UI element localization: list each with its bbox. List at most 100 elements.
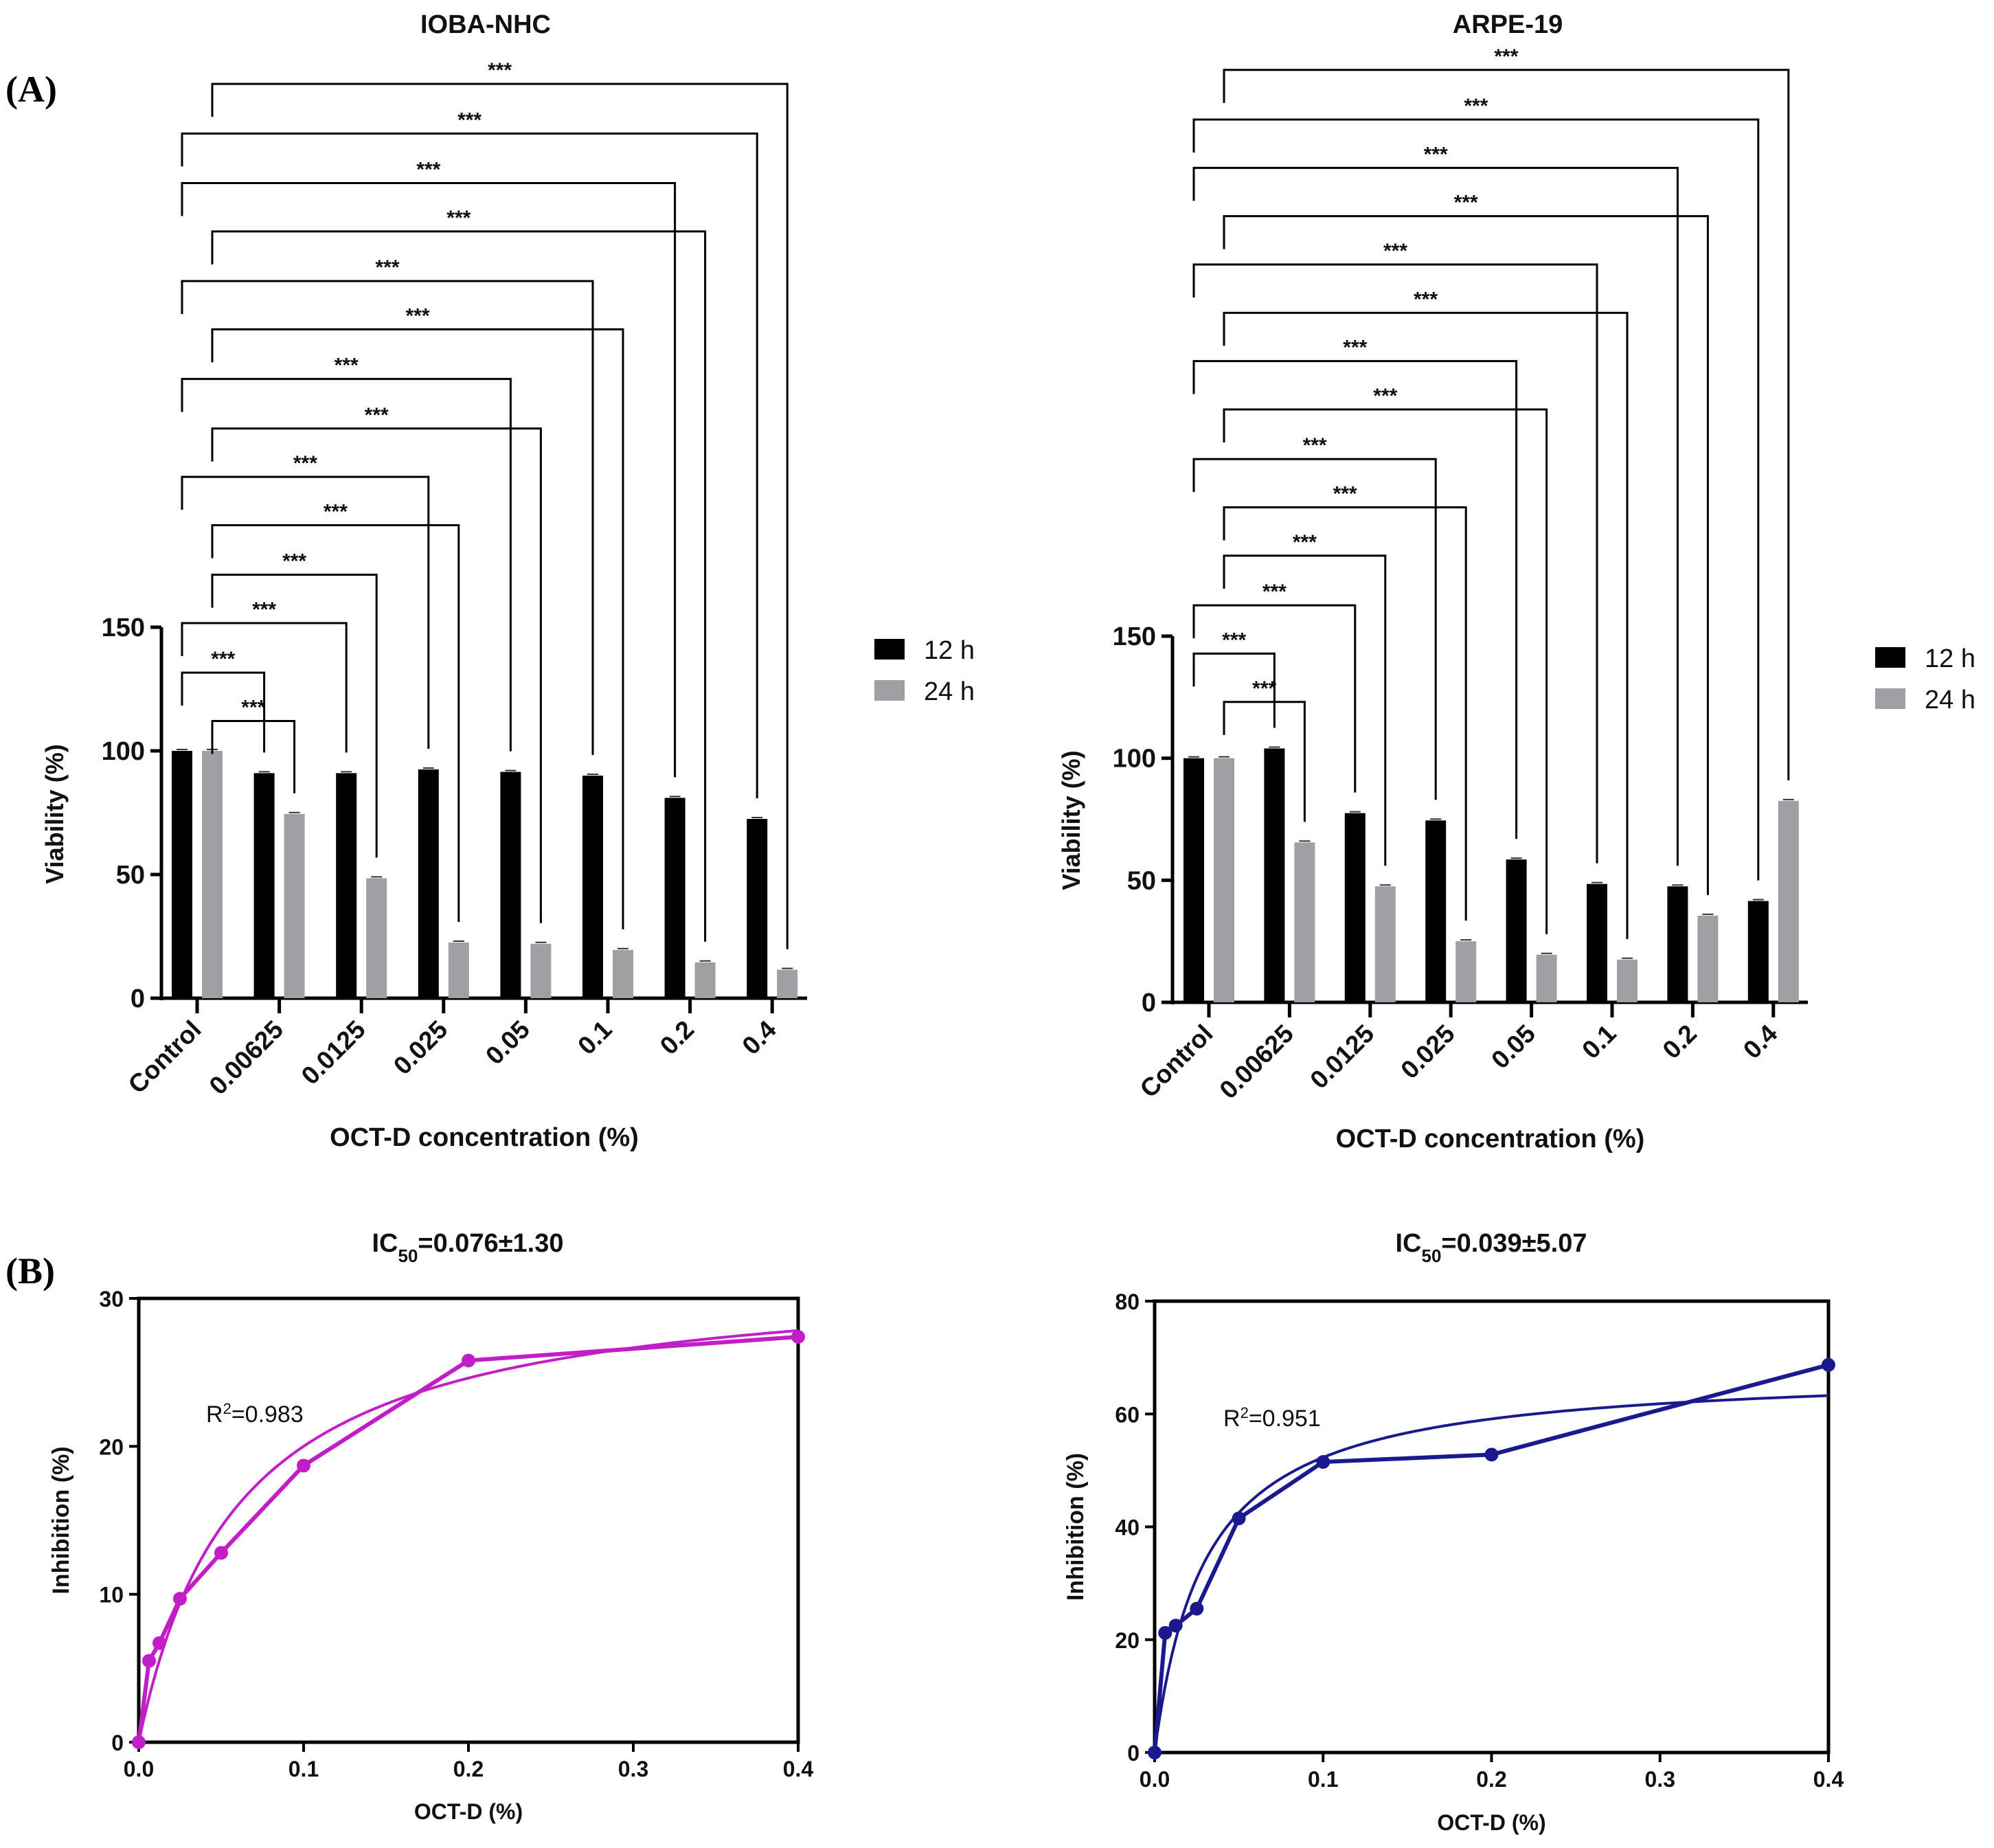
bar-24h-0.2	[694, 962, 716, 998]
ioba-inhibition-chart: IC50=0.076±1.30 0 10 20 30 0.0 0.1 0.2 0.3 0.4 Inh…	[48, 1229, 813, 1824]
significance-bracket	[211, 82, 789, 949]
significance-bracket	[1192, 604, 1357, 793]
bar-12h-0.05	[500, 771, 521, 998]
y-tick-label: 150	[102, 613, 145, 642]
bar-24h-0.4	[777, 969, 798, 998]
ioba-viability-chart: IOBA-NHC 0 50 100 150 Viability (%) OCT-D conc…	[41, 10, 975, 1152]
legend-label: 12 h	[1925, 644, 1975, 673]
significance-label: ***	[335, 354, 359, 377]
x-tick-label: 0.00625	[1214, 1019, 1299, 1105]
significance-bracket	[211, 574, 378, 858]
significance-label: ***	[416, 159, 440, 181]
data-point	[132, 1735, 146, 1749]
significance-label: ***	[1424, 143, 1448, 166]
x-tick-label: 0.2	[1657, 1019, 1702, 1064]
significance-bracket	[1223, 69, 1790, 780]
data-point	[1822, 1357, 1835, 1372]
x-tick-label: 0.2	[1476, 1767, 1506, 1792]
significance-bracket	[181, 671, 266, 753]
y-tick-label: 100	[102, 737, 145, 766]
y-tick-label: 0	[1142, 989, 1156, 1017]
significance-label: ***	[457, 109, 481, 131]
bar-12h-0.4	[1747, 901, 1769, 1002]
y-tick-label: 80	[1115, 1289, 1140, 1314]
significance-label: ***	[252, 598, 276, 621]
y-tick-label: 20	[1115, 1628, 1140, 1653]
bar-12h-Control	[1183, 758, 1204, 1002]
bar-24h-0.00625	[284, 813, 305, 998]
significance-bracket	[181, 378, 512, 752]
data-point	[152, 1636, 166, 1650]
x-tick-label: 0.025	[1395, 1019, 1460, 1084]
data-point	[1190, 1601, 1204, 1616]
significance-label: ***	[365, 404, 389, 427]
x-tick-label: 0.05	[1486, 1019, 1541, 1074]
data-point	[1484, 1447, 1499, 1462]
x-tick-label: 0.3	[1645, 1767, 1675, 1792]
significance-bracket	[211, 230, 707, 942]
bar-12h-0.0125	[1344, 813, 1366, 1002]
data-point	[297, 1458, 310, 1473]
legend-swatch	[874, 639, 905, 660]
significance-label: ***	[324, 500, 348, 523]
bar-24h-0.0125	[366, 878, 387, 998]
data-point	[1232, 1511, 1246, 1526]
significance-bracket	[181, 622, 348, 753]
panel-label-b: (B)	[5, 1250, 55, 1292]
panel-label-a: (A)	[5, 69, 57, 110]
bar-12h-0.00625	[1264, 748, 1285, 1002]
x-axis-title: OCT-D concentration (%)	[1336, 1125, 1645, 1153]
plot-frame	[1153, 1299, 1831, 1755]
chart-title: IC50=0.076±1.30	[372, 1229, 563, 1266]
significance-bracket	[1192, 458, 1437, 800]
significance-bracket	[181, 475, 430, 749]
bar-12h-0.1	[582, 776, 603, 998]
legend-swatch	[874, 680, 905, 701]
x-tick-label: 0.2	[655, 1015, 699, 1060]
bar-24h-Control	[1214, 758, 1234, 1002]
significance-bracket	[1192, 166, 1679, 866]
y-axis-title: Inhibition (%)	[48, 1446, 74, 1594]
bar-24h-0.0125	[1374, 886, 1396, 1002]
significance-bracket	[181, 280, 594, 755]
significance-label: ***	[1333, 483, 1357, 506]
y-tick-label: 60	[1115, 1402, 1140, 1427]
bar-12h-0.4	[747, 819, 768, 998]
chart-title: IC50=0.039±5.07	[1395, 1229, 1587, 1266]
significance-label: ***	[211, 648, 235, 671]
significance-bracket	[1192, 652, 1276, 728]
bar-24h-0.00625	[1294, 842, 1315, 1002]
significance-bracket	[211, 427, 542, 923]
bar-12h-0.00625	[253, 773, 275, 998]
data-point	[1316, 1455, 1330, 1469]
y-tick-label: 0	[1127, 1741, 1140, 1766]
bar-12h-0.2	[1667, 886, 1688, 1002]
significance-label: ***	[1303, 434, 1327, 457]
significance-label: ***	[1383, 240, 1407, 262]
y-axis-title: Viability (%)	[1057, 750, 1085, 890]
arpe-viability-chart: ARPE-19 0 50 100 150 Viability (%) OCT-D conce…	[1057, 10, 1975, 1153]
significance-label: ***	[1373, 385, 1397, 407]
x-tick-label: 0.1	[288, 1757, 319, 1781]
significance-bracket	[1192, 118, 1760, 881]
x-tick-label: 0.2	[453, 1757, 484, 1781]
x-axis-title: OCT-D (%)	[1437, 1810, 1545, 1835]
bar-12h-0.05	[1506, 859, 1527, 1002]
bar-12h-0.2	[664, 798, 686, 998]
y-tick-label: 40	[1115, 1515, 1140, 1540]
bar-12h-Control	[172, 751, 192, 998]
significance-label: ***	[1494, 45, 1518, 68]
significance-bracket	[1223, 701, 1306, 822]
x-tick-label: 0.4	[736, 1015, 782, 1060]
significance-bracket	[181, 132, 758, 798]
y-tick-label: 150	[1113, 622, 1156, 651]
significance-label: ***	[282, 550, 306, 573]
y-tick-label: 50	[1127, 866, 1156, 895]
significance-bracket	[1192, 360, 1518, 840]
data-point	[1168, 1619, 1183, 1633]
significance-bracket	[1192, 263, 1598, 864]
bar-12h-0.025	[418, 769, 439, 998]
legend-label: 24 h	[1925, 686, 1975, 714]
significance-bracket	[1223, 311, 1629, 939]
legend-label: 12 h	[924, 636, 975, 665]
